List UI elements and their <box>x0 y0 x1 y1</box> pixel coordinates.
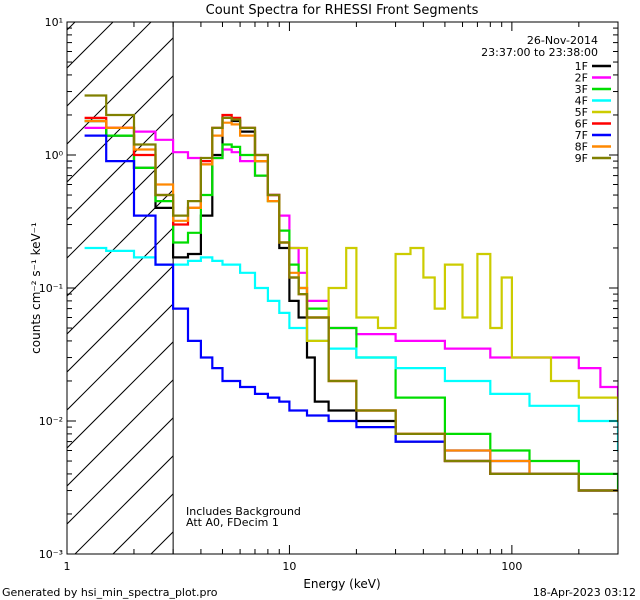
hatch-line <box>67 265 174 373</box>
series-line-5f <box>289 246 618 423</box>
y-tick-label: 10⁻³ <box>39 548 63 561</box>
footer-timestamp: 18-Apr-2023 03:12 <box>533 586 636 599</box>
series-line-7f <box>84 134 618 492</box>
hatch-line <box>67 379 174 487</box>
series-line-4f <box>84 246 618 452</box>
chart-title: Count Spectra for RHESSI Front Segments <box>206 3 479 18</box>
series-line-1f <box>84 116 618 492</box>
info-date: 26-Nov-2014 <box>527 34 598 47</box>
legend-label-2f: 2F <box>575 72 588 85</box>
x-tick-label: 1 <box>64 560 71 573</box>
legend-label-5f: 5F <box>575 106 588 119</box>
series-layer <box>84 94 618 492</box>
x-tick-label: 100 <box>501 560 522 573</box>
legend-label-8f: 8F <box>575 141 588 154</box>
series-line-6f <box>84 113 618 492</box>
series-line-8f <box>84 119 618 492</box>
hatch-line <box>67 75 174 183</box>
y-axis-label: counts cm⁻² s⁻¹ keV⁻¹ <box>29 222 43 354</box>
hatch-line <box>74 455 174 554</box>
legend-label-6f: 6F <box>575 118 588 131</box>
legend-label-9f: 9F <box>575 152 588 165</box>
y-tick-label: 10⁰ <box>45 149 64 162</box>
y-tick-label: 10⁻¹ <box>39 282 63 295</box>
legend-label-7f: 7F <box>575 129 588 142</box>
y-axis: 10¹ 10⁰ 10⁻¹ 10⁻² 10⁻³ <box>39 16 618 561</box>
series-line-9f <box>84 94 618 492</box>
x-axis-label: Energy (keV) <box>303 577 380 591</box>
info-time-range: 23:37:00 to 23:38:00 <box>481 46 598 59</box>
hatch-line <box>67 417 174 525</box>
hatch-line <box>67 227 174 335</box>
x-axis: 1 10 100 <box>64 22 619 573</box>
legend-label-3f: 3F <box>575 83 588 96</box>
series-line-2f <box>84 126 618 412</box>
y-tick-label: 10⁻² <box>39 415 63 428</box>
y-tick-label: 10¹ <box>45 16 63 29</box>
annotation-attenuator: Att A0, FDecim 1 <box>186 516 279 529</box>
legend-label-4f: 4F <box>575 95 588 108</box>
x-tick-label: 10 <box>282 560 296 573</box>
annotation-background: Includes Background <box>186 505 301 518</box>
series-line-3f <box>84 119 618 492</box>
legend-label-1f: 1F <box>575 60 588 73</box>
footer-generated-by: Generated by hsi_min_spectra_plot.pro <box>2 586 218 599</box>
hatch-line <box>67 37 174 145</box>
